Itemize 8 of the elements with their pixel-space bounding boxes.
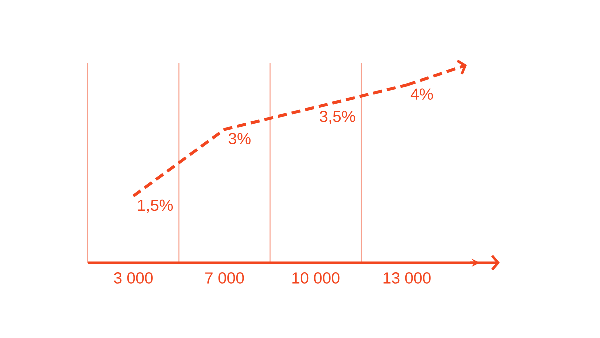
data-label: 1,5% (138, 200, 174, 214)
x-tick-label: 3 000 (114, 272, 153, 284)
data-label: 4% (410, 88, 434, 100)
x-tick-label: 13 000 (384, 272, 431, 284)
data-label: 3,5% (320, 110, 356, 124)
data-label: 3% (228, 133, 251, 145)
x-tick-label: 7 000 (206, 272, 244, 284)
x-tick-label: 10 000 (292, 272, 340, 284)
